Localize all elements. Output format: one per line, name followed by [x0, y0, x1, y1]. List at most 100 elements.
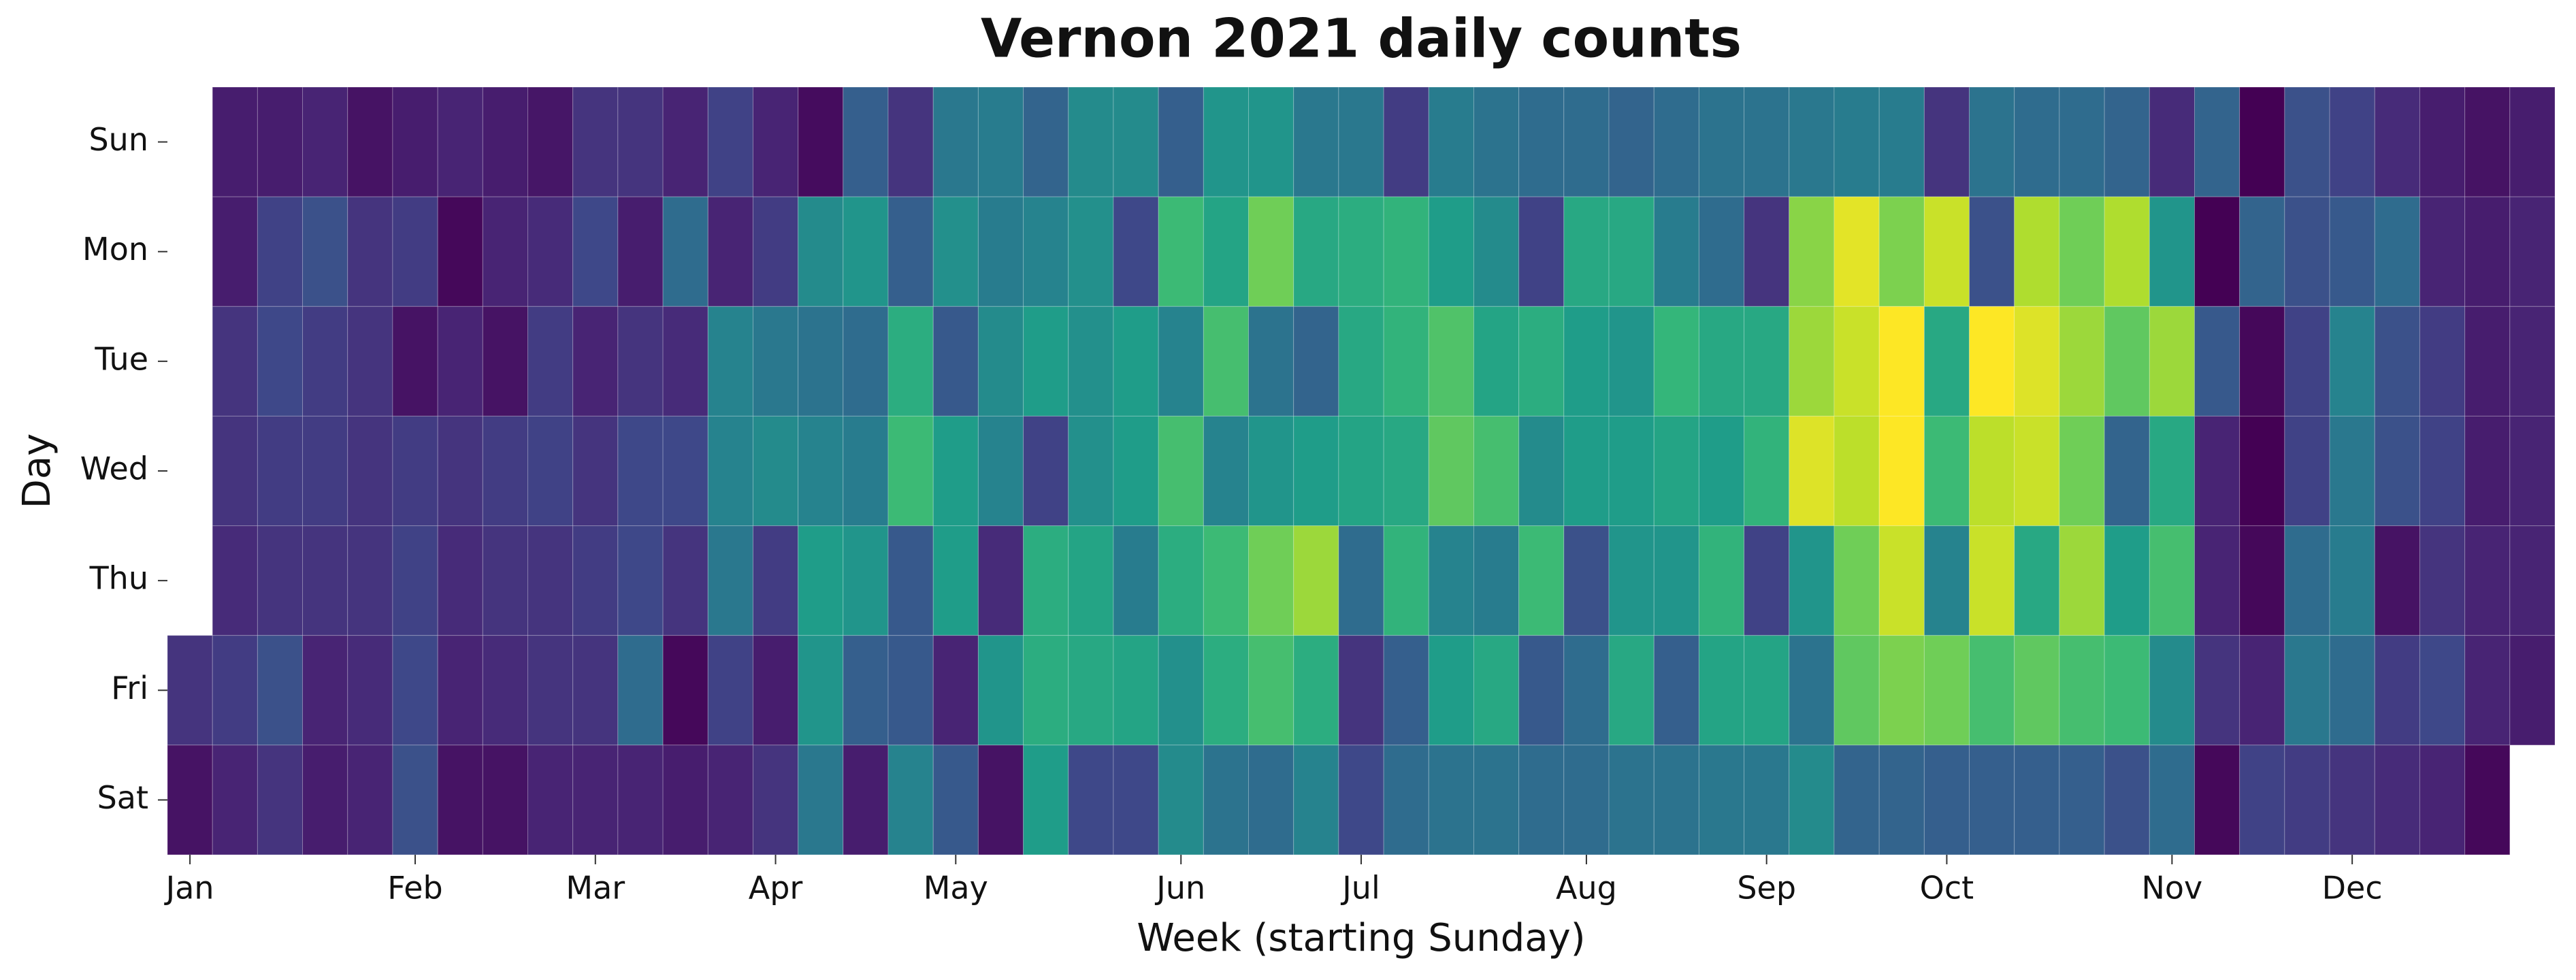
heat-cell	[1473, 306, 1520, 416]
heat-cell	[2464, 745, 2511, 855]
heat-cell	[932, 525, 979, 636]
heat-cell	[2059, 306, 2105, 416]
heat-cell	[257, 196, 304, 307]
heat-cell	[977, 196, 1024, 307]
x-tick-label: Nov	[2142, 870, 2203, 906]
heat-cell	[2329, 635, 2375, 746]
heat-cell	[1789, 306, 1835, 416]
heat-cell	[1969, 196, 2015, 307]
heat-cell	[2464, 86, 2511, 197]
heat-cell	[1158, 415, 1204, 527]
heat-cell	[1113, 635, 1159, 746]
heat-cell	[977, 525, 1024, 636]
x-tick-label: Jun	[1154, 870, 1205, 906]
heat-cell	[932, 196, 979, 307]
x-axis-label: Week (starting Sunday)	[1137, 916, 1585, 960]
heat-cell	[302, 196, 348, 307]
heat-cell	[347, 196, 393, 307]
heat-cell	[1113, 415, 1159, 527]
heat-cell	[1113, 525, 1159, 636]
heat-cell	[257, 86, 304, 197]
heat-cell	[1203, 86, 1250, 197]
heat-cell	[482, 525, 529, 636]
heat-cell	[2419, 86, 2466, 197]
heat-cell	[392, 635, 438, 746]
heat-cell	[1158, 745, 1204, 855]
heat-cell	[1744, 745, 1790, 855]
heat-cell	[2239, 86, 2285, 197]
heat-cell	[2014, 635, 2060, 746]
heat-cell	[1923, 635, 1970, 746]
heat-cell	[1383, 745, 1429, 855]
heat-cell	[1698, 745, 1745, 855]
heat-cell	[1653, 415, 1699, 527]
heat-cell	[887, 86, 934, 197]
heat-cell	[1248, 635, 1294, 746]
heat-cell	[1023, 415, 1069, 527]
heat-cell	[798, 635, 844, 746]
heat-cell	[302, 415, 348, 527]
heat-cell	[1608, 635, 1654, 746]
heat-cell	[1023, 525, 1069, 636]
heat-cell	[1923, 745, 1970, 855]
heat-cell	[2104, 415, 2150, 527]
heat-cell	[1113, 196, 1159, 307]
heat-cell	[2014, 86, 2060, 197]
heat-cell	[1383, 196, 1429, 307]
heat-cell	[1608, 525, 1654, 636]
heat-cell	[707, 415, 753, 527]
heat-cell	[1293, 745, 1339, 855]
heat-cell	[1428, 196, 1474, 307]
heat-cell	[662, 635, 708, 746]
heat-cell	[2509, 86, 2556, 197]
heat-cell	[167, 635, 213, 746]
heat-cell	[1338, 525, 1384, 636]
heat-cell	[1608, 415, 1654, 527]
heat-cell	[2149, 745, 2195, 855]
heat-cell	[2464, 306, 2511, 416]
heat-cell	[572, 635, 619, 746]
heat-cell	[2239, 525, 2285, 636]
y-tick-label: Sun	[88, 121, 148, 158]
heat-cell	[572, 196, 619, 307]
heat-cell	[1744, 525, 1790, 636]
heat-cell	[1923, 415, 1970, 527]
heat-cell	[1518, 306, 1565, 416]
heat-cell	[1338, 415, 1384, 527]
heat-cell	[527, 745, 574, 855]
heat-cell	[2464, 525, 2511, 636]
heat-cell	[257, 415, 304, 527]
heat-cell	[392, 415, 438, 527]
heat-cell	[1744, 86, 1790, 197]
heat-cell	[843, 635, 889, 746]
heat-cell	[1338, 306, 1384, 416]
heat-cell	[1023, 745, 1069, 855]
heat-cell	[302, 525, 348, 636]
heat-cell	[1969, 635, 2015, 746]
heat-cell	[1518, 86, 1565, 197]
heat-cell	[798, 745, 844, 855]
heat-cell	[887, 306, 934, 416]
heat-cell	[2284, 525, 2330, 636]
heat-cell	[2419, 415, 2466, 527]
heat-cell	[1158, 525, 1204, 636]
heat-cell	[798, 196, 844, 307]
heat-cell	[843, 525, 889, 636]
heat-cell	[662, 745, 708, 855]
heat-cell	[977, 745, 1024, 855]
heat-cell	[437, 525, 483, 636]
heat-cell	[1203, 306, 1250, 416]
heat-cell	[617, 525, 664, 636]
y-tick-label: Tue	[94, 340, 148, 377]
heat-cell	[482, 635, 529, 746]
heat-cell	[2374, 745, 2420, 855]
heat-cell	[707, 306, 753, 416]
heat-cell	[1383, 86, 1429, 197]
heat-cell	[1338, 196, 1384, 307]
heat-cell	[662, 306, 708, 416]
heat-cell	[482, 745, 529, 855]
heat-cell	[212, 635, 258, 746]
heat-cell	[1068, 306, 1114, 416]
heat-cell	[1789, 745, 1835, 855]
heat-cell	[2194, 306, 2240, 416]
